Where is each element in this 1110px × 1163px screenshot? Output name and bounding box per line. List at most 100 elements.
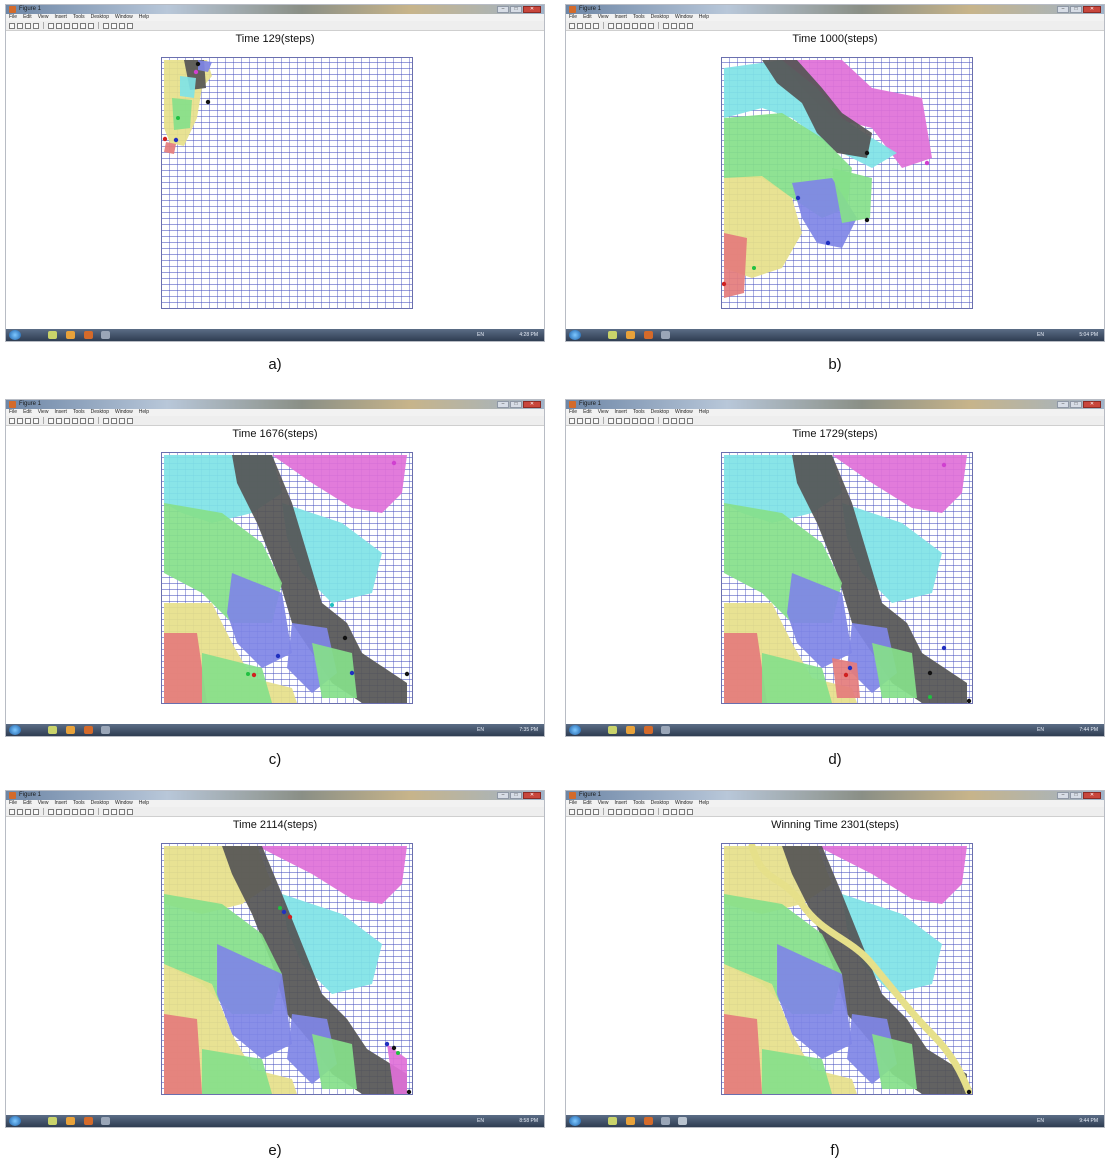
hide-tools-icon[interactable]: [679, 417, 685, 424]
explorer-taskbar-icon[interactable]: [48, 1117, 57, 1125]
menu-edit[interactable]: Edit: [23, 409, 32, 415]
menu-edit[interactable]: Edit: [583, 800, 592, 806]
hide-tools-icon[interactable]: [119, 22, 125, 29]
edit-plot-icon[interactable]: [608, 808, 614, 815]
menu-tools[interactable]: Tools: [72, 409, 85, 415]
hide-tools-icon[interactable]: [679, 22, 685, 29]
open-file-icon[interactable]: [17, 22, 23, 29]
maximize-button[interactable]: □: [510, 6, 522, 13]
menu-desktop[interactable]: Desktop: [90, 800, 109, 806]
save-icon[interactable]: [585, 22, 591, 29]
colorbar-icon[interactable]: [103, 417, 109, 424]
save-icon[interactable]: [25, 22, 31, 29]
matlab-taskbar-icon[interactable]: [661, 331, 670, 339]
menu-view[interactable]: View: [597, 409, 609, 415]
zoom-out-icon[interactable]: [64, 417, 70, 424]
window-preview-taskbar-icon[interactable]: [678, 1117, 687, 1125]
new-figure-icon[interactable]: [569, 808, 575, 815]
menu-insert[interactable]: Insert: [54, 14, 67, 20]
menu-help[interactable]: Help: [138, 800, 150, 806]
menu-window[interactable]: Window: [674, 409, 693, 415]
menu-help[interactable]: Help: [138, 14, 150, 20]
menu-view[interactable]: View: [597, 800, 609, 806]
menu-file[interactable]: File: [569, 14, 578, 20]
data-cursor-icon[interactable]: [648, 22, 654, 29]
menu-edit[interactable]: Edit: [583, 14, 592, 20]
menu-tools[interactable]: Tools: [72, 14, 85, 20]
zoom-out-icon[interactable]: [624, 22, 630, 29]
show-tools-icon[interactable]: [127, 417, 133, 424]
matlab-taskbar-icon[interactable]: [101, 331, 110, 339]
media-taskbar-icon[interactable]: [66, 1117, 75, 1125]
menu-window[interactable]: Window: [114, 14, 133, 20]
open-file-icon[interactable]: [577, 417, 583, 424]
legend-icon[interactable]: [671, 808, 677, 815]
browser-taskbar-icon[interactable]: [84, 1117, 93, 1125]
matlab-taskbar-icon[interactable]: [661, 1117, 670, 1125]
browser-taskbar-icon[interactable]: [644, 331, 653, 339]
menu-desktop[interactable]: Desktop: [650, 800, 669, 806]
show-tools-icon[interactable]: [687, 417, 693, 424]
window-titlebar[interactable]: Figure 1 – □ ✕: [566, 5, 1104, 14]
new-figure-icon[interactable]: [9, 22, 15, 29]
zoom-in-icon[interactable]: [56, 808, 62, 815]
close-button[interactable]: ✕: [1083, 792, 1101, 799]
maximize-button[interactable]: □: [1070, 792, 1082, 799]
minimize-button[interactable]: –: [1057, 792, 1069, 799]
maximize-button[interactable]: □: [510, 401, 522, 408]
zoom-out-icon[interactable]: [64, 808, 70, 815]
language-indicator[interactable]: EN: [1037, 1118, 1044, 1124]
start-button-icon[interactable]: [569, 725, 581, 735]
data-cursor-icon[interactable]: [88, 22, 94, 29]
start-button-icon[interactable]: [9, 1116, 21, 1126]
menu-view[interactable]: View: [37, 14, 49, 20]
tray-clock[interactable]: 7:35 PM: [519, 727, 538, 733]
hide-tools-icon[interactable]: [679, 808, 685, 815]
legend-icon[interactable]: [111, 808, 117, 815]
zoom-out-icon[interactable]: [624, 808, 630, 815]
print-icon[interactable]: [593, 808, 599, 815]
zoom-in-icon[interactable]: [56, 417, 62, 424]
pan-icon[interactable]: [632, 22, 638, 29]
new-figure-icon[interactable]: [569, 417, 575, 424]
rotate-icon[interactable]: [80, 22, 86, 29]
menu-desktop[interactable]: Desktop: [90, 409, 109, 415]
legend-icon[interactable]: [671, 22, 677, 29]
menu-file[interactable]: File: [9, 800, 18, 806]
open-file-icon[interactable]: [577, 808, 583, 815]
zoom-in-icon[interactable]: [616, 808, 622, 815]
edit-plot-icon[interactable]: [608, 417, 614, 424]
explorer-taskbar-icon[interactable]: [608, 726, 617, 734]
menu-tools[interactable]: Tools: [632, 800, 645, 806]
explorer-taskbar-icon[interactable]: [48, 726, 57, 734]
show-tools-icon[interactable]: [127, 22, 133, 29]
new-figure-icon[interactable]: [9, 417, 15, 424]
window-titlebar[interactable]: Figure 1 – □ ✕: [566, 791, 1104, 800]
language-indicator[interactable]: EN: [1037, 727, 1044, 733]
minimize-button[interactable]: –: [1057, 6, 1069, 13]
zoom-out-icon[interactable]: [624, 417, 630, 424]
media-taskbar-icon[interactable]: [626, 331, 635, 339]
window-titlebar[interactable]: Figure 1 – □ ✕: [6, 791, 544, 800]
minimize-button[interactable]: –: [497, 6, 509, 13]
window-titlebar[interactable]: Figure 1 – □ ✕: [6, 400, 544, 409]
menu-window[interactable]: Window: [114, 800, 133, 806]
zoom-in-icon[interactable]: [56, 22, 62, 29]
colorbar-icon[interactable]: [103, 22, 109, 29]
rotate-icon[interactable]: [640, 417, 646, 424]
browser-taskbar-icon[interactable]: [644, 1117, 653, 1125]
save-icon[interactable]: [585, 417, 591, 424]
menu-view[interactable]: View: [37, 409, 49, 415]
menu-file[interactable]: File: [9, 409, 18, 415]
pan-icon[interactable]: [72, 22, 78, 29]
tray-clock[interactable]: 4:28 PM: [519, 332, 538, 338]
menu-view[interactable]: View: [37, 800, 49, 806]
browser-taskbar-icon[interactable]: [84, 726, 93, 734]
rotate-icon[interactable]: [80, 417, 86, 424]
save-icon[interactable]: [25, 808, 31, 815]
language-indicator[interactable]: EN: [477, 727, 484, 733]
start-button-icon[interactable]: [9, 725, 21, 735]
matlab-taskbar-icon[interactable]: [661, 726, 670, 734]
data-cursor-icon[interactable]: [648, 417, 654, 424]
tray-clock[interactable]: 9:44 PM: [1079, 1118, 1098, 1124]
